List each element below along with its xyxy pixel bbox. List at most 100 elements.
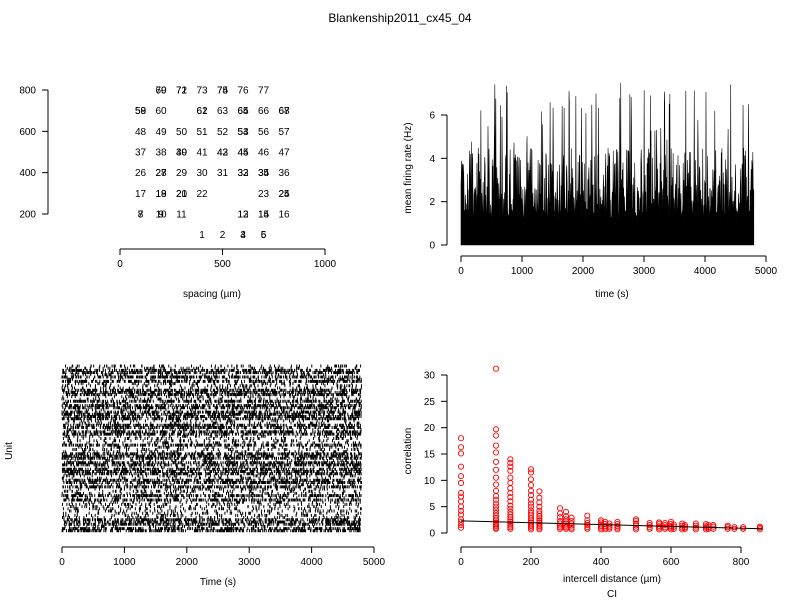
correlation-point xyxy=(756,523,763,530)
unit-label: 26 xyxy=(135,168,147,179)
correlation-point xyxy=(492,500,500,507)
unit-label: 36 xyxy=(278,168,290,179)
correlation-point xyxy=(527,500,535,507)
rate-y-axis-title: mean firing rate (Hz) xyxy=(403,122,414,213)
rate-x-tick-label: 4000 xyxy=(694,266,717,277)
unit-label: 61 xyxy=(196,106,208,117)
rate-y-tick-label: 2 xyxy=(429,197,435,208)
unit-label: 74 xyxy=(217,86,229,97)
unit-label: 4 xyxy=(240,230,246,241)
unit-label: 34 xyxy=(258,168,270,179)
unit-label: 31 xyxy=(217,168,229,179)
correlation-point xyxy=(492,365,500,372)
correlation-point xyxy=(614,523,621,530)
unit-label: 14 xyxy=(258,210,270,221)
unit-label: 50 xyxy=(176,127,188,138)
correlation-point xyxy=(527,466,535,473)
correlation-point xyxy=(492,493,500,500)
correlation-point xyxy=(507,494,514,501)
correlation-point xyxy=(507,505,514,512)
correlation-fit-line xyxy=(460,520,763,530)
correlation-x-tick-label: 200 xyxy=(523,557,540,568)
unit-label: 20 xyxy=(176,189,188,200)
correlation-point xyxy=(646,524,653,531)
correlation-point xyxy=(568,524,575,531)
unit-label: 10 xyxy=(155,210,167,221)
correlation-point xyxy=(507,520,514,527)
correlation-point xyxy=(492,517,500,524)
correlation-point xyxy=(606,522,613,529)
unit-label: 72 xyxy=(176,86,188,97)
correlation-point xyxy=(527,496,535,503)
unit-label: 68 xyxy=(278,106,290,117)
raster-spikes xyxy=(61,364,362,533)
unit-label: 77 xyxy=(258,86,270,97)
correlation-point xyxy=(507,463,514,470)
unit-label: 6 xyxy=(261,230,267,241)
correlation-point xyxy=(527,507,535,514)
correlation-point xyxy=(692,524,699,531)
correlation-point xyxy=(492,519,500,526)
correlation-point xyxy=(457,444,465,451)
correlation-point xyxy=(457,463,465,470)
unit-label: 37 xyxy=(135,148,147,159)
correlation-point xyxy=(562,508,570,515)
correlation-point xyxy=(568,522,575,529)
correlation-point xyxy=(662,524,669,531)
layout-x-tick-label: 0 xyxy=(117,259,123,270)
correlation-point xyxy=(670,521,677,528)
unit-label: 1 xyxy=(199,230,205,241)
unit-label: 8 xyxy=(138,210,144,221)
correlation-point xyxy=(492,449,500,456)
unit-label: 76 xyxy=(237,86,249,97)
unit-label: 24 xyxy=(278,189,290,200)
correlation-point xyxy=(527,509,535,517)
correlation-point xyxy=(602,520,609,528)
correlation-y-tick-label: 20 xyxy=(424,423,436,434)
correlation-y-tick-label: 30 xyxy=(424,371,436,382)
unit-label: 13 xyxy=(237,210,249,221)
correlation-y-tick-label: 15 xyxy=(424,450,436,461)
unit-label: 64 xyxy=(237,106,249,117)
raster-x-tick-label: 4000 xyxy=(300,557,323,568)
unit-label: 19 xyxy=(155,189,167,200)
unit-label: 45 xyxy=(237,148,249,159)
correlation-point xyxy=(507,498,514,505)
unit-label: 29 xyxy=(176,168,188,179)
rate-x-tick-label: 0 xyxy=(458,266,464,277)
correlation-point xyxy=(492,442,500,449)
correlation-point xyxy=(507,456,514,463)
unit-label: 32 xyxy=(237,168,249,179)
correlation-x-tick-label: 800 xyxy=(733,557,750,568)
unit-label: 65 xyxy=(237,106,249,117)
correlation-point xyxy=(457,511,465,518)
layout-y-tick-label: 200 xyxy=(19,210,36,221)
correlation-point xyxy=(632,516,640,523)
rate-y-tick-label: 0 xyxy=(429,241,435,252)
rate-y-tick-label: 4 xyxy=(429,154,435,165)
unit-label: 38 xyxy=(155,148,167,159)
unit-label: 11 xyxy=(176,210,187,221)
unit-label: 35 xyxy=(258,168,270,179)
unit-label: 48 xyxy=(135,127,147,138)
unit-label: 59 xyxy=(135,106,147,117)
rate-y-tick-label: 6 xyxy=(429,111,435,122)
correlation-point xyxy=(492,509,500,517)
correlation-point xyxy=(507,489,514,497)
rate-x-tick-label: 3000 xyxy=(633,266,656,277)
unit-label: 18 xyxy=(155,189,167,200)
layout-x-tick-label: 500 xyxy=(214,259,231,270)
unit-label: 63 xyxy=(217,106,229,117)
correlation-point xyxy=(457,479,465,487)
unit-label: 15 xyxy=(258,210,270,221)
raster-x-axis-title: Time (s) xyxy=(200,577,236,588)
layout-y-tick-label: 400 xyxy=(19,168,36,179)
correlation-point xyxy=(568,514,575,521)
unit-label: 43 xyxy=(217,148,229,159)
correlation-point xyxy=(527,482,535,489)
unit-label: 56 xyxy=(258,127,270,138)
correlation-point xyxy=(507,474,514,481)
panel-mean-firing-rate: 0 1000 2000 3000 4000 5000 0 2 4 6 time (s) mean … xyxy=(403,82,778,300)
correlation-point xyxy=(492,503,500,510)
